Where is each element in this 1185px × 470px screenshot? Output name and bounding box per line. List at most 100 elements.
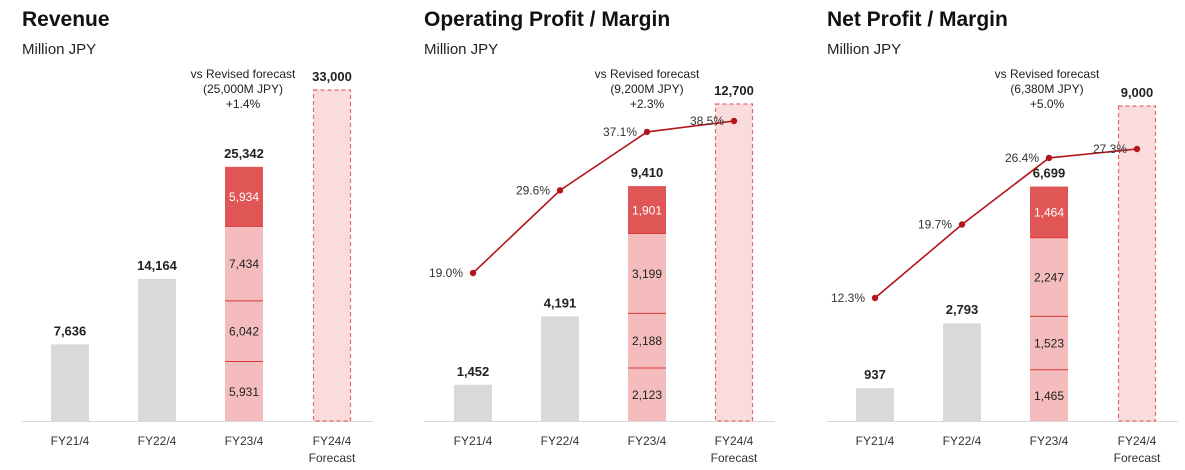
bar-segment bbox=[628, 368, 666, 421]
segment-value-label: 1,465 bbox=[1034, 389, 1064, 403]
total-value-label: 1,452 bbox=[457, 364, 490, 379]
revenue-panel: Revenue Million JPY vs Revised forecast … bbox=[0, 0, 395, 470]
operating-profit-chart: 1,452 FY21/4 4,191 FY22/4 2,123 2,188 3,199 1,9… bbox=[424, 83, 775, 465]
category-label: FY23/4 bbox=[1030, 434, 1069, 448]
margin-point bbox=[469, 269, 477, 277]
margin-value-label: 27.3% bbox=[1093, 142, 1127, 156]
category-label: FY21/4 bbox=[454, 434, 493, 448]
total-value-label: 7,636 bbox=[54, 323, 87, 338]
category-label: FY24/4 bbox=[715, 434, 754, 448]
margin-point bbox=[958, 221, 966, 228]
margin-value-label: 19.0% bbox=[429, 266, 463, 280]
category-label: FY21/4 bbox=[856, 434, 895, 448]
margin-point bbox=[556, 187, 564, 194]
bar-fy21-4 bbox=[856, 388, 894, 421]
revenue-chart: 7,636 FY21/4 14,164 FY22/4 5,931 6,042 7,434 5,… bbox=[22, 69, 373, 465]
operating-profit-panel: Operating Profit / Margin Million JPY vs… bbox=[402, 0, 797, 470]
total-value-label: 9,000 bbox=[1121, 85, 1154, 100]
margin-value-label: 26.4% bbox=[1005, 151, 1039, 165]
note-line-1: vs Revised forecast bbox=[994, 67, 1100, 81]
bar-fy21-4 bbox=[454, 384, 492, 421]
net-profit-panel: Net Profit / Margin Million JPY vs Revis… bbox=[805, 0, 1185, 470]
segment-value-label: 2,188 bbox=[632, 334, 662, 348]
margin-point bbox=[730, 117, 738, 125]
bar-segment bbox=[225, 300, 263, 362]
segment-value-label: 1,523 bbox=[1034, 337, 1064, 351]
bar-fy22-4 bbox=[943, 323, 981, 421]
category-label: FY22/4 bbox=[943, 434, 982, 448]
forecast-bar bbox=[714, 103, 754, 422]
forecast-comparison-note: vs Revised forecast (9,200M JPY) +2.3% bbox=[562, 67, 732, 112]
bar-fy21-4 bbox=[51, 344, 89, 421]
category-sublabel: Forecast bbox=[1114, 451, 1161, 465]
margin-value-label: 19.7% bbox=[918, 217, 952, 231]
note-line-3: +2.3% bbox=[629, 97, 665, 111]
chart-unit: Million JPY bbox=[827, 41, 902, 58]
bar-segment bbox=[628, 313, 666, 369]
margin-point bbox=[643, 128, 651, 136]
category-sublabel: Forecast bbox=[711, 451, 758, 465]
segment-value-label: 5,931 bbox=[229, 385, 259, 399]
chart-title: Net Profit / Margin bbox=[827, 8, 1008, 31]
net-profit-chart: 937 FY21/4 2,793 FY22/4 1,465 1,523 2,247 1,464… bbox=[827, 85, 1178, 465]
total-value-label: 14,164 bbox=[137, 258, 178, 273]
margin-line bbox=[472, 120, 735, 274]
note-line-2: (9,200M JPY) bbox=[610, 82, 684, 96]
segment-value-label: 2,247 bbox=[1034, 271, 1064, 285]
forecast-comparison-note: vs Revised forecast (25,000M JPY) +1.4% bbox=[158, 67, 328, 112]
bar-segment bbox=[1030, 369, 1068, 421]
category-label: FY23/4 bbox=[225, 434, 264, 448]
total-value-label: 4,191 bbox=[544, 295, 577, 310]
margin-value-label: 38.5% bbox=[690, 114, 724, 128]
chart-unit: Million JPY bbox=[22, 41, 97, 58]
bar-segment bbox=[628, 186, 666, 234]
bar-segment bbox=[1030, 237, 1068, 317]
segment-value-label: 2,123 bbox=[632, 388, 662, 402]
note-line-2: (25,000M JPY) bbox=[202, 82, 284, 96]
margin-value-label: 29.6% bbox=[516, 183, 550, 197]
note-line-1: vs Revised forecast bbox=[594, 67, 700, 81]
bar-segment bbox=[1030, 186, 1068, 238]
margin-value-label: 37.1% bbox=[603, 125, 637, 139]
forecast-bar bbox=[1117, 105, 1157, 422]
total-value-label: 6,699 bbox=[1033, 166, 1066, 181]
total-value-label: 33,000 bbox=[312, 69, 352, 84]
note-line-2: (6,380M JPY) bbox=[1010, 82, 1084, 96]
segment-value-label: 7,434 bbox=[229, 257, 259, 271]
segment-value-label: 5,934 bbox=[229, 190, 259, 204]
chart-title: Revenue bbox=[22, 8, 110, 31]
note-line-3: +1.4% bbox=[225, 97, 261, 111]
forecast-bar bbox=[312, 89, 352, 422]
note-line-3: +5.0% bbox=[1029, 97, 1065, 111]
category-label: FY22/4 bbox=[138, 434, 177, 448]
total-value-label: 12,700 bbox=[714, 83, 754, 98]
bar-segment bbox=[225, 361, 263, 421]
bar-segment bbox=[628, 233, 666, 314]
total-value-label: 9,410 bbox=[631, 165, 664, 180]
category-label: FY21/4 bbox=[51, 434, 90, 448]
segment-value-label: 1,901 bbox=[632, 203, 662, 217]
segment-value-label: 3,199 bbox=[632, 267, 662, 281]
margin-value-label: 12.3% bbox=[831, 291, 865, 305]
chart-unit: Million JPY bbox=[424, 41, 499, 58]
margin-point bbox=[1045, 154, 1053, 162]
margin-point bbox=[1133, 145, 1141, 153]
margin-point bbox=[871, 294, 879, 302]
bar-segment bbox=[225, 166, 263, 227]
note-line-1: vs Revised forecast bbox=[190, 67, 296, 81]
segment-value-label: 1,464 bbox=[1034, 206, 1064, 220]
total-value-label: 25,342 bbox=[224, 146, 264, 161]
category-label: FY24/4 bbox=[1118, 434, 1157, 448]
bar-segment bbox=[1030, 316, 1068, 370]
bar-fy22-4 bbox=[541, 316, 579, 421]
bar-fy22-4 bbox=[138, 278, 176, 421]
margin-line bbox=[874, 148, 1138, 299]
category-label: FY24/4 bbox=[313, 434, 352, 448]
category-sublabel: Forecast bbox=[309, 451, 356, 465]
forecast-comparison-note: vs Revised forecast (6,380M JPY) +5.0% bbox=[962, 67, 1132, 112]
category-label: FY23/4 bbox=[628, 434, 667, 448]
bar-segment bbox=[225, 226, 263, 301]
total-value-label: 2,793 bbox=[946, 302, 979, 317]
chart-title: Operating Profit / Margin bbox=[424, 8, 671, 31]
segment-value-label: 6,042 bbox=[229, 325, 259, 339]
